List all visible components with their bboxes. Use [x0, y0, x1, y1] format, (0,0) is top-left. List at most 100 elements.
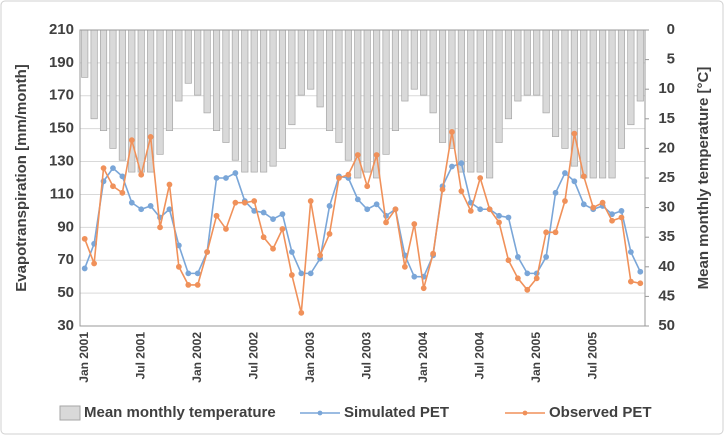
pet-point [373, 201, 380, 208]
temperature-bar [335, 29, 343, 143]
legend-marker [522, 410, 528, 416]
pet-point [194, 281, 201, 288]
pet-point [307, 198, 314, 204]
temperature-bar [269, 29, 277, 167]
temperature-bar [495, 29, 503, 143]
pet-point [288, 272, 295, 278]
temperature-bar [307, 29, 315, 90]
pet-point [175, 263, 182, 270]
temperature-bar [401, 29, 409, 102]
pet-point [166, 206, 173, 213]
pet-point [458, 188, 465, 195]
pet-point [580, 201, 587, 208]
pet-point [543, 229, 550, 236]
y-tick-label: 90 [57, 218, 74, 235]
temperature-bar [457, 29, 465, 173]
pet-point [147, 133, 154, 140]
pet-point [185, 281, 192, 288]
temperature-bar [589, 29, 597, 179]
temperature-bar [297, 29, 305, 96]
x-tick-label: Jan 2002 [190, 332, 204, 383]
pet-point [552, 189, 559, 196]
y-tick-label: 70 [57, 251, 74, 268]
pet-point [279, 211, 286, 218]
temperature-bar [203, 29, 211, 114]
pet-point [496, 212, 502, 219]
y-tick-label: 150 [49, 120, 74, 137]
pet-point [627, 278, 634, 285]
temperature-bar [118, 29, 126, 161]
pet-point [81, 235, 88, 242]
temperature-bar [410, 29, 418, 90]
temperature-bar [241, 29, 249, 173]
temperature-bar [90, 29, 98, 120]
pet-point [514, 275, 521, 282]
y-tick-label: 50 [57, 284, 74, 301]
pet-point [590, 204, 597, 211]
pet-point [354, 152, 361, 158]
pet-point [477, 206, 484, 213]
pet-point [552, 229, 559, 236]
y-tick-label: 30 [57, 317, 74, 334]
temperature-bar [420, 29, 428, 96]
temperature-bar [325, 29, 334, 131]
pet-point [439, 186, 446, 193]
y-tick-label: 210 [49, 21, 74, 38]
y-tick-label: 130 [49, 153, 74, 170]
pet-point [128, 137, 135, 144]
pet-point [505, 257, 512, 264]
pet-point [477, 175, 484, 181]
temperature-bar [467, 29, 475, 173]
pet-point [449, 129, 455, 135]
pet-point [609, 217, 615, 224]
pet-point [147, 203, 154, 209]
temperature-bar [316, 29, 324, 108]
pet-point [571, 178, 578, 185]
temperature-bar [212, 29, 221, 131]
x-tick-label: Jan 2001 [77, 332, 91, 383]
y2-tick-label: 10 [658, 80, 675, 97]
legend-label: Observed PET [549, 404, 652, 421]
temperature-bar [523, 29, 531, 96]
pet-point [543, 254, 550, 260]
temperature-bar [429, 29, 437, 114]
temperature-bar [156, 29, 164, 155]
pet-point [430, 250, 437, 257]
y2-tick-label: 30 [658, 199, 675, 216]
y2-tick-label: 5 [667, 51, 675, 68]
temperature-bar [561, 29, 569, 149]
temperature-bar [260, 29, 268, 173]
legend-swatch [59, 405, 81, 421]
legend-marker [317, 410, 323, 416]
pet-point [157, 224, 163, 231]
pet-point [364, 183, 371, 190]
temperature-bar [250, 29, 258, 173]
pet-point [298, 270, 305, 277]
x-tick-label: Jan 2003 [303, 332, 317, 383]
temperature-bar [580, 29, 588, 179]
plot-border [79, 29, 646, 327]
pet-point [110, 165, 116, 172]
temperature-bar [486, 29, 494, 179]
x-tick-label: Jul 2002 [246, 332, 260, 380]
pet-point [401, 263, 408, 270]
legend-label: Mean monthly temperature [84, 404, 276, 421]
pet-point [232, 170, 239, 176]
pet-point [326, 203, 333, 209]
pet-point [251, 198, 258, 204]
pet-point [524, 286, 531, 293]
temperature-bar [504, 29, 513, 120]
x-tick-label: Jan 2005 [529, 332, 543, 383]
pet-line [83, 162, 642, 278]
pet-point [317, 252, 324, 259]
temperature-bar [222, 29, 230, 143]
temperature-bar [514, 29, 522, 102]
pet-point [599, 199, 606, 206]
pet-point [166, 181, 173, 188]
pet-point [571, 130, 578, 137]
pet-point [411, 221, 418, 227]
temperature-bar [617, 29, 626, 149]
temperature-bar [109, 29, 117, 149]
temperature-bar [533, 29, 541, 96]
